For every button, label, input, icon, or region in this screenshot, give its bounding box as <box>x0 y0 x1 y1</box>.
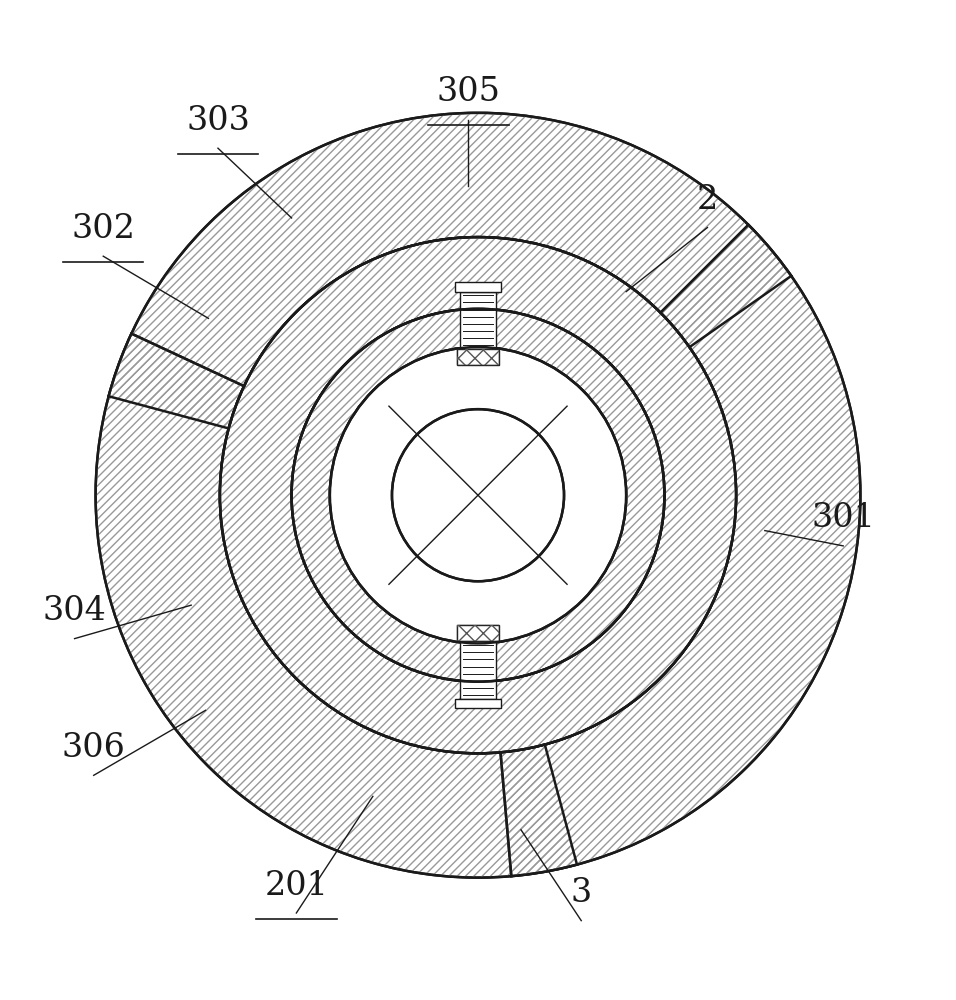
Text: 303: 303 <box>186 105 250 137</box>
Wedge shape <box>109 113 792 428</box>
Wedge shape <box>501 225 860 876</box>
Circle shape <box>330 347 626 643</box>
Bar <box>457 625 499 641</box>
Bar <box>460 292 496 349</box>
Text: 305: 305 <box>437 76 500 108</box>
Bar <box>455 699 501 708</box>
Text: 2: 2 <box>697 184 718 216</box>
Text: 302: 302 <box>72 213 135 245</box>
Bar <box>457 625 499 641</box>
Bar <box>457 349 499 365</box>
Bar <box>457 349 499 365</box>
Text: 304: 304 <box>43 595 106 627</box>
Text: 3: 3 <box>571 877 592 909</box>
Text: 306: 306 <box>62 732 125 764</box>
Text: 301: 301 <box>812 502 875 534</box>
Wedge shape <box>96 334 577 878</box>
Wedge shape <box>292 309 664 682</box>
Text: 201: 201 <box>265 870 328 902</box>
Bar <box>455 282 501 292</box>
Bar <box>460 641 496 699</box>
Wedge shape <box>220 237 736 753</box>
Circle shape <box>392 409 564 581</box>
